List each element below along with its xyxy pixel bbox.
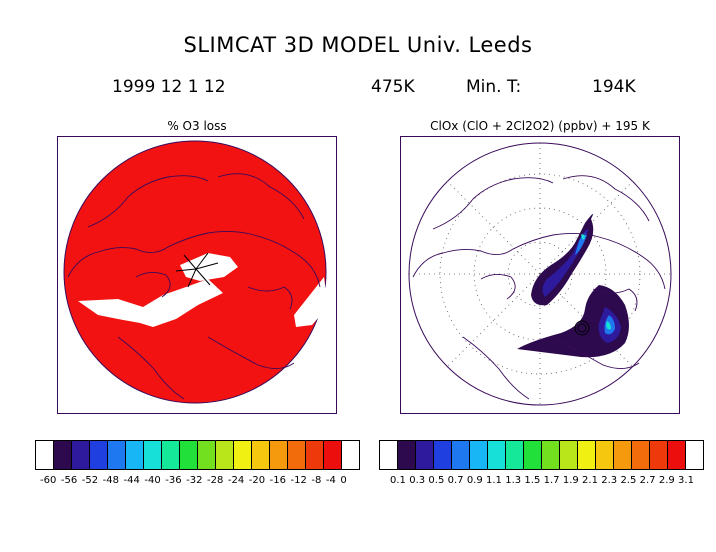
min-t-label: Min. T: — [466, 77, 522, 97]
right-colorbar-label: 3.1 — [678, 475, 694, 486]
left-colorbar-swatch — [144, 441, 162, 469]
left-colorbar-swatch — [36, 441, 54, 469]
left-colorbar-label: -24 — [227, 475, 245, 486]
clox-panel-title: ClOx (ClO + 2Cl2O2) (ppbv) + 195 K — [430, 119, 650, 133]
right-colorbar-swatch — [452, 441, 470, 469]
left-colorbar-label: -36 — [165, 475, 182, 486]
left-colorbar-label: -12 — [290, 475, 307, 486]
left-colorbar-label: -52 — [81, 475, 99, 486]
right-colorbar-label: 2.3 — [601, 475, 618, 486]
left-colorbar-swatch — [126, 441, 144, 469]
right-colorbar-label: 0.7 — [447, 475, 464, 486]
no-loss-patch-pole — [180, 253, 238, 281]
coastlines-left — [67, 173, 321, 400]
right-colorbar-label: 1.3 — [505, 475, 522, 486]
left-colorbar-label: -8 — [311, 475, 322, 486]
left-colorbar-swatch — [324, 441, 342, 469]
right-colorbar-label: 0.5 — [428, 475, 445, 486]
right-colorbar-label: 1.5 — [524, 475, 541, 486]
clox-contours — [574, 320, 590, 336]
pole-contours — [175, 252, 219, 288]
left-colorbar-swatch — [342, 441, 359, 469]
left-colorbar-swatch — [72, 441, 90, 469]
min-t-value: 194K — [592, 77, 636, 97]
right-colorbar-swatch — [506, 441, 524, 469]
right-colorbar-label: 2.5 — [620, 475, 637, 486]
right-colorbar-swatch — [470, 441, 488, 469]
right-colorbar-swatch — [524, 441, 542, 469]
left-colorbar-swatch — [198, 441, 216, 469]
left-colorbar-swatch — [54, 441, 72, 469]
right-colorbar-swatch — [560, 441, 578, 469]
right-colorbar-swatch — [578, 441, 596, 469]
left-colorbar-label: -32 — [186, 475, 203, 486]
right-colorbar-swatch — [596, 441, 614, 469]
right-colorbar-swatch — [614, 441, 632, 469]
left-colorbar-swatch — [270, 441, 288, 469]
right-colorbar-label: 2.7 — [639, 475, 656, 486]
left-colorbar-swatch — [90, 441, 108, 469]
ozone-loss-map — [57, 136, 337, 414]
clox-colorbar — [379, 440, 704, 470]
right-colorbar-swatch — [398, 441, 416, 469]
left-colorbar-swatch — [216, 441, 234, 469]
clox-map — [400, 136, 680, 414]
left-colorbar-swatch — [180, 441, 198, 469]
clox-region-band3 — [575, 233, 615, 335]
no-loss-patch-main — [78, 279, 223, 327]
right-colorbar-swatch — [380, 441, 398, 469]
right-colorbar-swatch — [650, 441, 668, 469]
left-colorbar-label: -40 — [144, 475, 161, 486]
right-colorbar-swatch — [686, 441, 703, 469]
right-colorbar-label: 2.9 — [658, 475, 675, 486]
date-text: 1999 12 1 12 — [112, 77, 226, 97]
level-text: 475K — [371, 77, 415, 97]
left-colorbar-swatch — [306, 441, 324, 469]
right-colorbar-swatch — [668, 441, 686, 469]
right-colorbar-label: 1.1 — [486, 475, 502, 486]
left-colorbar-label: -16 — [269, 475, 286, 486]
left-colorbar-label: -28 — [207, 475, 224, 486]
ozone-loss-panel-title: % O3 loss — [167, 119, 227, 133]
right-colorbar-swatch — [488, 441, 506, 469]
right-colorbar-swatch — [416, 441, 434, 469]
left-colorbar-swatch — [234, 441, 252, 469]
right-colorbar-swatch — [434, 441, 452, 469]
right-colorbar-label: 1.9 — [562, 475, 579, 486]
right-colorbar-label: 0.3 — [409, 475, 426, 486]
clox-colorbar-labels: 0.1 0.3 0.5 0.7 0.9 1.1 1.3 1.5 1.7 1.9 2.1 2.3 2.5 2… — [390, 475, 694, 486]
right-colorbar-swatch — [632, 441, 650, 469]
no-loss-patch-east — [294, 277, 328, 327]
left-colorbar-swatch — [108, 441, 126, 469]
left-colorbar-label: -44 — [123, 475, 140, 486]
left-colorbar-label: 0 — [340, 475, 347, 486]
right-colorbar-label: 0.9 — [466, 475, 483, 486]
left-colorbar-label: -60 — [40, 475, 57, 486]
right-colorbar-swatch — [542, 441, 560, 469]
left-colorbar-swatch — [162, 441, 180, 469]
left-colorbar-label: -56 — [60, 475, 78, 486]
left-colorbar-label: -20 — [248, 475, 266, 486]
right-colorbar-label: 2.1 — [582, 475, 598, 486]
right-colorbar-label: 1.7 — [543, 475, 560, 486]
coastlines-right — [412, 175, 666, 400]
page-title: SLIMCAT 3D MODEL Univ. Leeds — [183, 33, 533, 57]
left-colorbar-swatch — [252, 441, 270, 469]
left-colorbar-label: -48 — [102, 475, 119, 486]
ozone-loss-colorbar — [35, 440, 360, 470]
graticule — [409, 143, 671, 405]
left-colorbar-swatch — [288, 441, 306, 469]
right-colorbar-label: 0.1 — [390, 475, 406, 486]
left-colorbar-label: -4 — [325, 475, 336, 486]
ozone-loss-colorbar-labels: -60 -56 -52 -48 -44 -40 -36 -32 -28 -24 -20 -16 -12-… — [40, 475, 347, 486]
